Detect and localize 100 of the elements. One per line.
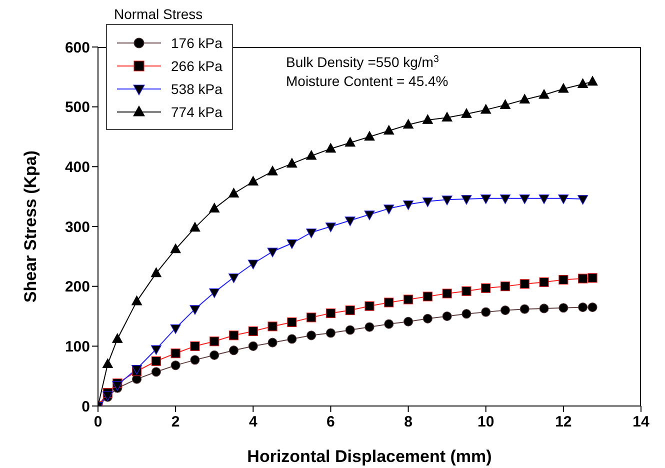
point	[170, 244, 181, 254]
point	[287, 317, 297, 328]
point	[306, 228, 317, 238]
point	[384, 319, 394, 329]
point	[268, 338, 278, 348]
point	[578, 195, 588, 205]
point	[500, 282, 510, 292]
point	[344, 137, 356, 147]
x-tick-label: 12	[555, 414, 572, 431]
x-axis-title: Horizontal Displacement (mm)	[247, 447, 492, 466]
point	[558, 83, 569, 93]
legend-label: 774 kPa	[171, 104, 222, 120]
point	[267, 248, 278, 258]
point	[306, 150, 317, 160]
point	[170, 360, 180, 370]
y-tick-label: 600	[64, 39, 90, 56]
point	[442, 112, 452, 122]
point	[112, 333, 123, 343]
point	[422, 114, 433, 124]
point	[170, 324, 181, 334]
point	[228, 330, 239, 340]
point	[403, 200, 414, 210]
y-tick-label: 100	[64, 338, 90, 356]
point	[442, 288, 452, 298]
point	[326, 308, 336, 318]
x-tick-label: 2	[171, 414, 180, 431]
point	[150, 267, 162, 278]
point	[190, 305, 200, 315]
point	[500, 194, 510, 204]
point	[345, 325, 355, 335]
point	[481, 307, 491, 317]
point	[442, 311, 452, 322]
point	[588, 273, 598, 283]
point	[228, 188, 239, 198]
point	[558, 274, 568, 285]
point	[190, 222, 200, 232]
point	[306, 312, 316, 322]
point	[384, 125, 394, 135]
point	[587, 76, 598, 86]
point	[209, 202, 220, 212]
point	[481, 283, 491, 293]
point	[190, 355, 200, 365]
legend-label: 266 kPa	[171, 58, 222, 74]
x-tick-label: 8	[404, 414, 412, 431]
point	[151, 367, 161, 377]
point	[538, 194, 550, 204]
legend-label: 176 kPa	[171, 34, 222, 50]
point	[344, 216, 356, 226]
point	[588, 302, 598, 312]
point	[190, 341, 200, 351]
point	[578, 302, 588, 312]
point	[102, 358, 113, 368]
point	[480, 194, 492, 204]
legend-label: 538 kPa	[171, 80, 222, 96]
point	[519, 94, 530, 104]
point	[286, 239, 298, 249]
point	[287, 334, 297, 344]
y-axis-title: Shear Stress (Kpa)	[21, 150, 40, 303]
point	[520, 279, 530, 289]
point	[170, 348, 180, 358]
point	[209, 288, 220, 298]
point	[286, 158, 298, 168]
point	[558, 303, 568, 313]
point	[461, 108, 472, 118]
point	[422, 197, 433, 208]
point	[462, 286, 472, 296]
point	[461, 195, 472, 205]
y-tick-label: 400	[64, 158, 90, 176]
point	[248, 176, 258, 186]
y-tick-label: 500	[64, 99, 90, 116]
legend-title: Normal Stress	[114, 6, 204, 22]
point	[422, 314, 432, 324]
point	[384, 204, 394, 214]
x-tick-label: 6	[326, 414, 335, 431]
point	[345, 305, 355, 316]
point	[268, 322, 278, 332]
point	[151, 356, 161, 366]
point	[364, 301, 374, 311]
point	[364, 131, 375, 141]
point	[364, 210, 375, 220]
point	[442, 196, 452, 206]
annotation: Bulk Density =550 kg/m$^{3}$	[286, 54, 440, 70]
point	[248, 260, 258, 270]
point	[578, 274, 588, 284]
point	[228, 273, 239, 284]
point	[326, 328, 336, 338]
x-tick-label: 0	[94, 414, 102, 431]
point	[228, 346, 239, 356]
point	[422, 292, 432, 302]
point	[539, 277, 549, 287]
point	[558, 194, 569, 204]
point	[248, 326, 258, 336]
point	[403, 294, 414, 304]
y-tick-label: 300	[64, 218, 90, 236]
point	[325, 222, 336, 232]
annotation: Moisture Content = 45.4%	[286, 73, 448, 89]
point	[364, 322, 374, 332]
point	[403, 316, 414, 326]
point	[539, 304, 549, 314]
point	[267, 166, 278, 176]
